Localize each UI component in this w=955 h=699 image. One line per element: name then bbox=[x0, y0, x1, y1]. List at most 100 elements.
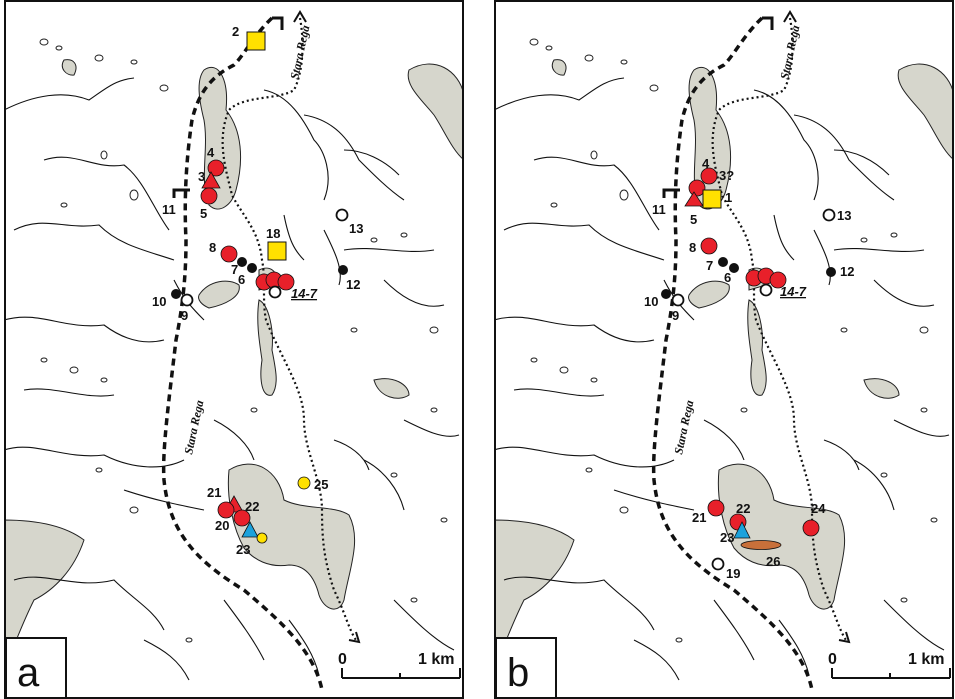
scale-bar: 0 1 km bbox=[338, 651, 461, 679]
site-label-22: 22 bbox=[736, 501, 750, 516]
site-marker-11 bbox=[172, 188, 190, 198]
site-label-18: 18 bbox=[266, 226, 280, 241]
site-marker-7 bbox=[237, 257, 247, 267]
site-marker-5 bbox=[684, 191, 704, 207]
site-label-21: 21 bbox=[207, 485, 221, 500]
site-marker-12 bbox=[826, 267, 836, 277]
site-marker-1 bbox=[702, 189, 722, 209]
site-label-6: 6 bbox=[724, 270, 731, 285]
stream-arrow-top bbox=[783, 10, 797, 23]
road-dashed bbox=[651, 16, 814, 691]
river-label-top: Stara Rega bbox=[287, 24, 312, 81]
site-label-22: 22 bbox=[245, 499, 259, 514]
site-marker-2 bbox=[246, 31, 266, 51]
site-label-20: 20 bbox=[215, 518, 229, 533]
site-marker-22 bbox=[233, 509, 251, 527]
site-marker-10 bbox=[171, 289, 181, 299]
site-label-23: 23 bbox=[720, 530, 734, 545]
scale-zero: 0 bbox=[338, 651, 347, 668]
site-label-12: 12 bbox=[346, 277, 360, 292]
site-marker-7 bbox=[718, 257, 728, 267]
road-end-arrow bbox=[272, 16, 284, 30]
site-marker-24 bbox=[802, 519, 820, 537]
panel-letter-box bbox=[5, 637, 67, 699]
panel-letter-box bbox=[495, 637, 557, 699]
site-label-8: 8 bbox=[209, 240, 216, 255]
map-panel-a: Stara Rega Stara Rega 2 4 3 5 11 13 18 8… bbox=[4, 0, 464, 699]
stream-arrow-bottom bbox=[348, 631, 361, 644]
site-label-19: 19 bbox=[726, 566, 740, 581]
site-label-9: 9 bbox=[672, 308, 679, 323]
site-marker-13 bbox=[335, 208, 349, 222]
streams bbox=[494, 77, 950, 681]
site-label-23: 23 bbox=[236, 542, 250, 557]
site-label-1: 1 bbox=[725, 190, 732, 205]
lakes bbox=[494, 59, 954, 671]
site-label-10: 10 bbox=[152, 294, 166, 309]
site-label-10: 10 bbox=[644, 294, 658, 309]
stara-rega-stream bbox=[711, 17, 847, 641]
site-label-7: 7 bbox=[706, 258, 713, 273]
site-marker-26 bbox=[740, 540, 782, 550]
road-dashed bbox=[161, 16, 324, 691]
site-label-8: 8 bbox=[689, 240, 696, 255]
site-marker-23 bbox=[241, 521, 259, 538]
site-label-25: 25 bbox=[314, 477, 328, 492]
stream-arrow-top bbox=[293, 10, 307, 23]
lakes bbox=[4, 59, 464, 671]
site-label-26: 26 bbox=[766, 554, 780, 569]
site-label-24: 24 bbox=[811, 501, 826, 516]
stream-arrow-bottom bbox=[838, 631, 851, 644]
scale-end: 1 km bbox=[908, 651, 944, 668]
site-marker-14-7-c bbox=[769, 271, 787, 289]
stara-rega-stream bbox=[221, 17, 357, 641]
site-marker-4 bbox=[700, 167, 718, 185]
site-label-13: 13 bbox=[349, 221, 363, 236]
site-marker-13 bbox=[822, 208, 836, 222]
site-label-14-7: 14-7 bbox=[780, 284, 807, 299]
site-marker-8 bbox=[700, 237, 718, 255]
site-label-3: 3 bbox=[198, 169, 205, 184]
site-marker-14-7 bbox=[268, 285, 282, 299]
scale-bar: 0 1 km bbox=[828, 651, 951, 679]
site-marker-18 bbox=[267, 241, 287, 261]
site-label-11: 11 bbox=[652, 202, 666, 217]
scale-zero: 0 bbox=[828, 651, 837, 668]
site-marker-23-yellow bbox=[256, 532, 268, 544]
panel-letter: b bbox=[507, 651, 529, 695]
site-label-7: 7 bbox=[231, 262, 238, 277]
site-label-21: 21 bbox=[692, 510, 706, 525]
site-marker-4 bbox=[207, 159, 225, 177]
site-label-5: 5 bbox=[690, 212, 697, 227]
site-marker-19 bbox=[711, 557, 725, 571]
site-marker-14-7 bbox=[759, 283, 773, 297]
site-label-9: 9 bbox=[181, 308, 188, 323]
site-label-5: 5 bbox=[200, 206, 207, 221]
map-b-svg: Stara Rega Stara Rega 4 3? 1 11 5 13 8 7… bbox=[494, 0, 954, 699]
map-frame bbox=[4, 0, 464, 699]
river-label-top: Stara Rega bbox=[777, 24, 802, 81]
river-label-mid: Stara Rega bbox=[181, 399, 206, 456]
site-marker-21b bbox=[217, 501, 235, 519]
map-panel-b: Stara Rega Stara Rega 4 3? 1 11 5 13 8 7… bbox=[494, 0, 954, 699]
site-marker-5 bbox=[200, 187, 218, 205]
site-marker-21 bbox=[707, 499, 725, 517]
site-label-12: 12 bbox=[840, 264, 854, 279]
site-label-11: 11 bbox=[162, 202, 176, 217]
site-marker-12 bbox=[338, 265, 348, 275]
ponds bbox=[529, 38, 938, 653]
scale-end: 1 km bbox=[418, 651, 454, 668]
site-label-6: 6 bbox=[238, 272, 245, 287]
site-marker-14-7-c bbox=[277, 273, 295, 291]
site-marker-10 bbox=[661, 289, 671, 299]
site-label-13: 13 bbox=[837, 208, 851, 223]
map-a-svg: Stara Rega Stara Rega 2 4 3 5 11 13 18 8… bbox=[4, 0, 464, 699]
site-marker-9 bbox=[671, 293, 685, 307]
site-label-3q: 3? bbox=[719, 168, 734, 183]
site-marker-25 bbox=[297, 476, 311, 490]
map-frame bbox=[494, 0, 954, 699]
road-end-arrow bbox=[762, 16, 774, 30]
panel-letter: a bbox=[17, 651, 40, 695]
site-label-2: 2 bbox=[232, 24, 239, 39]
river-label-mid: Stara Rega bbox=[671, 399, 696, 456]
